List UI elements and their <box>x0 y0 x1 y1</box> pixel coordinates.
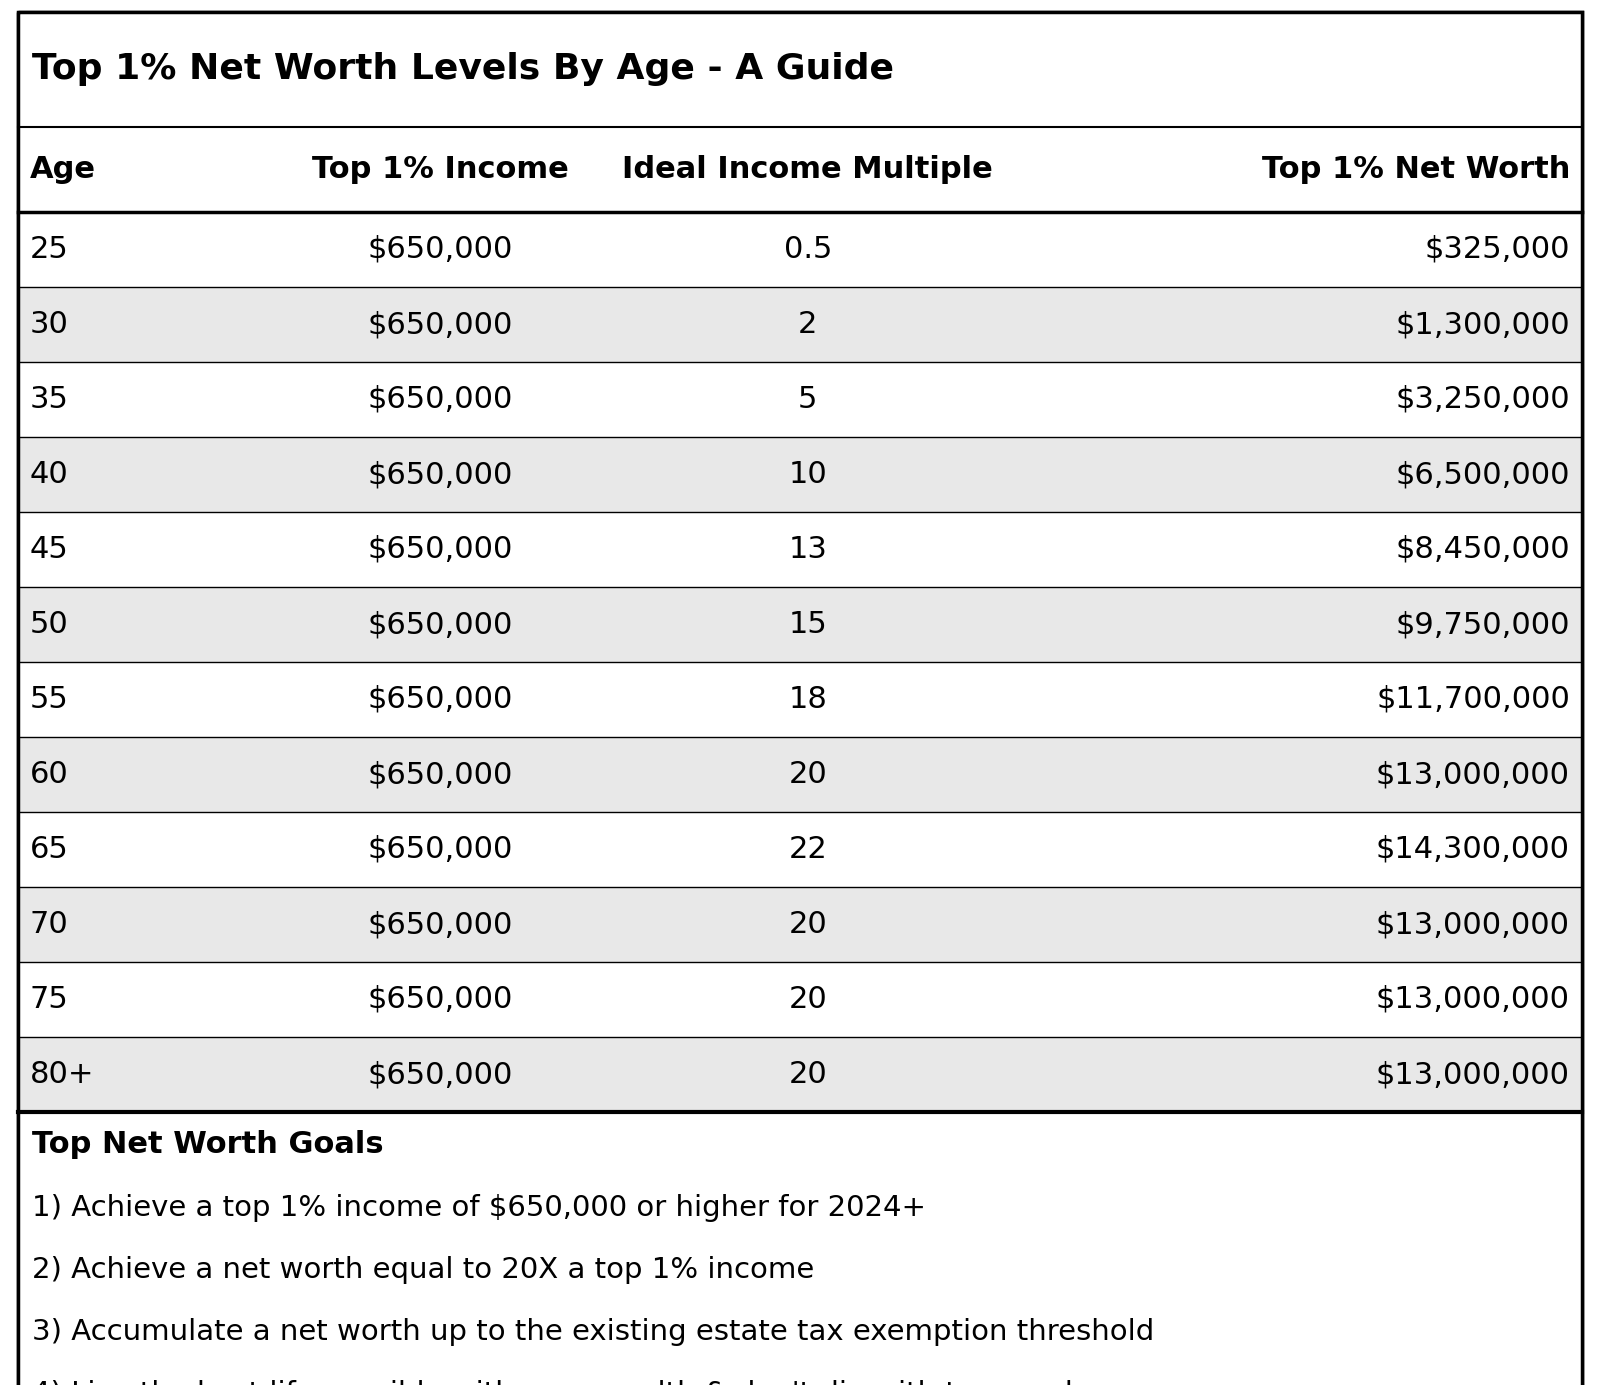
Text: 35: 35 <box>30 385 69 414</box>
Bar <box>18 662 1582 737</box>
Bar <box>18 587 1582 662</box>
Text: Top Net Worth Goals: Top Net Worth Goals <box>32 1130 384 1159</box>
Text: 2) Achieve a net worth equal to 20X a top 1% income: 2) Achieve a net worth equal to 20X a to… <box>32 1256 814 1284</box>
Text: 60: 60 <box>30 760 69 789</box>
Text: 50: 50 <box>30 609 69 638</box>
Text: $650,000: $650,000 <box>368 235 514 265</box>
Bar <box>18 438 1582 512</box>
Text: 15: 15 <box>789 609 827 638</box>
Bar <box>18 1177 1582 1240</box>
Bar <box>18 12 1582 127</box>
Bar <box>18 1112 1582 1177</box>
Text: 45: 45 <box>30 535 69 564</box>
Text: $650,000: $650,000 <box>368 760 514 789</box>
Text: $650,000: $650,000 <box>368 835 514 864</box>
Bar <box>18 812 1582 886</box>
Text: 18: 18 <box>789 686 827 715</box>
Text: 13: 13 <box>789 535 827 564</box>
Text: 0.5: 0.5 <box>784 235 832 265</box>
Bar <box>18 212 1582 287</box>
Bar <box>18 127 1582 212</box>
Text: 2: 2 <box>798 310 818 339</box>
Bar <box>18 1240 1582 1301</box>
Text: $13,000,000: $13,000,000 <box>1376 760 1570 789</box>
Text: Top 1% Net Worth Levels By Age - A Guide: Top 1% Net Worth Levels By Age - A Guide <box>32 53 894 86</box>
Text: 30: 30 <box>30 310 69 339</box>
Text: $650,000: $650,000 <box>368 385 514 414</box>
Text: 4) Live the best life possible with your wealth & don't die with too much: 4) Live the best life possible with your… <box>32 1379 1083 1385</box>
Text: 10: 10 <box>789 460 827 489</box>
Text: $11,700,000: $11,700,000 <box>1376 686 1570 715</box>
Text: $1,300,000: $1,300,000 <box>1395 310 1570 339</box>
Text: 75: 75 <box>30 985 69 1014</box>
Text: $13,000,000: $13,000,000 <box>1376 985 1570 1014</box>
Text: 20: 20 <box>789 760 827 789</box>
Bar <box>18 361 1582 438</box>
Bar <box>18 1037 1582 1112</box>
Text: $650,000: $650,000 <box>368 460 514 489</box>
Text: Top 1% Net Worth: Top 1% Net Worth <box>1262 155 1570 184</box>
Text: $6,500,000: $6,500,000 <box>1395 460 1570 489</box>
Text: 55: 55 <box>30 686 69 715</box>
Text: 5: 5 <box>798 385 818 414</box>
Text: $3,250,000: $3,250,000 <box>1395 385 1570 414</box>
Text: Top 1% Income: Top 1% Income <box>312 155 568 184</box>
Text: $650,000: $650,000 <box>368 535 514 564</box>
Bar <box>18 512 1582 587</box>
Text: $8,450,000: $8,450,000 <box>1395 535 1570 564</box>
Text: $650,000: $650,000 <box>368 985 514 1014</box>
Bar <box>18 1363 1582 1385</box>
Text: 1) Achieve a top 1% income of $650,000 or higher for 2024+: 1) Achieve a top 1% income of $650,000 o… <box>32 1194 926 1222</box>
Text: 25: 25 <box>30 235 69 265</box>
Text: $13,000,000: $13,000,000 <box>1376 1060 1570 1089</box>
Text: 3) Accumulate a net worth up to the existing estate tax exemption threshold: 3) Accumulate a net worth up to the exis… <box>32 1319 1154 1346</box>
Text: 20: 20 <box>789 1060 827 1089</box>
Text: 22: 22 <box>789 835 827 864</box>
Text: 65: 65 <box>30 835 69 864</box>
Text: $325,000: $325,000 <box>1424 235 1570 265</box>
Text: $650,000: $650,000 <box>368 686 514 715</box>
Bar <box>18 737 1582 812</box>
Text: 70: 70 <box>30 910 69 939</box>
Text: $650,000: $650,000 <box>368 310 514 339</box>
Bar <box>18 1301 1582 1363</box>
Text: $650,000: $650,000 <box>368 609 514 638</box>
Bar <box>18 287 1582 361</box>
Text: Age: Age <box>30 155 96 184</box>
Text: $13,000,000: $13,000,000 <box>1376 910 1570 939</box>
Bar <box>18 963 1582 1037</box>
Text: $650,000: $650,000 <box>368 1060 514 1089</box>
Text: $650,000: $650,000 <box>368 910 514 939</box>
Bar <box>18 886 1582 963</box>
Text: 20: 20 <box>789 985 827 1014</box>
Text: $9,750,000: $9,750,000 <box>1395 609 1570 638</box>
Text: $14,300,000: $14,300,000 <box>1376 835 1570 864</box>
Text: 20: 20 <box>789 910 827 939</box>
Text: 40: 40 <box>30 460 69 489</box>
Text: 80+: 80+ <box>30 1060 94 1089</box>
Text: Ideal Income Multiple: Ideal Income Multiple <box>622 155 994 184</box>
